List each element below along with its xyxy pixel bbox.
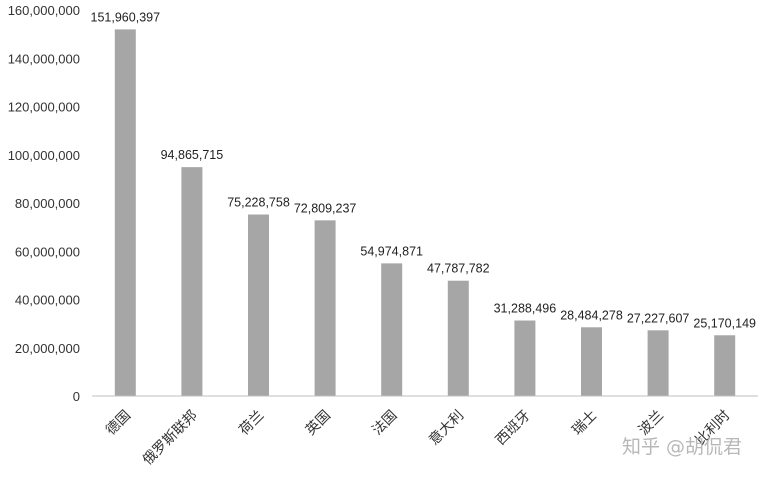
bar — [314, 220, 336, 396]
x-tick-label: 荷兰 — [236, 407, 267, 438]
data-label: 28,484,278 — [560, 308, 623, 322]
bar — [381, 263, 403, 396]
x-tick-label: 德国 — [102, 407, 133, 438]
data-label: 72,809,237 — [294, 201, 357, 215]
bar — [514, 320, 536, 396]
data-label: 31,288,496 — [494, 302, 557, 316]
y-tick-label: 160,000,000 — [8, 3, 80, 18]
y-tick-label: 140,000,000 — [8, 51, 80, 66]
y-tick-label: 0 — [73, 389, 80, 404]
data-label: 75,228,758 — [227, 196, 290, 210]
watermark: 知乎 @胡侃君 — [621, 436, 742, 458]
data-labels: 151,960,397 94,865,715 75,228,758 72,809,23… — [91, 10, 756, 330]
x-tick-label: 法国 — [369, 407, 400, 438]
y-tick-label: 60,000,000 — [15, 244, 80, 259]
bar — [647, 330, 669, 396]
x-tick-label: 俄罗斯联邦 — [139, 407, 200, 468]
y-tick-label: 100,000,000 — [8, 148, 80, 163]
y-axis: 0 20,000,000 40,000,000 60,000,000 80,000,00… — [8, 3, 80, 404]
data-label: 25,170,149 — [693, 316, 756, 330]
bars — [114, 29, 736, 397]
x-tick-label: 英国 — [302, 407, 333, 438]
y-tick-label: 40,000,000 — [15, 293, 80, 308]
bar — [181, 167, 203, 396]
data-label: 27,227,607 — [627, 311, 690, 325]
bar — [248, 214, 269, 396]
data-label: 94,865,715 — [161, 148, 224, 162]
y-tick-label: 20,000,000 — [15, 341, 80, 356]
x-tick-label: 西班牙 — [492, 407, 533, 448]
bar — [114, 29, 136, 397]
bar — [581, 327, 602, 396]
x-tick-label: 瑞士 — [569, 407, 600, 438]
data-label: 54,974,871 — [360, 244, 423, 258]
bar — [447, 280, 469, 396]
data-label: 151,960,397 — [91, 10, 161, 24]
bar — [714, 335, 736, 396]
y-tick-label: 80,000,000 — [15, 196, 80, 211]
data-label: 47,787,782 — [427, 262, 490, 276]
y-tick-label: 120,000,000 — [8, 100, 80, 115]
x-tick-label: 意大利 — [425, 407, 466, 448]
